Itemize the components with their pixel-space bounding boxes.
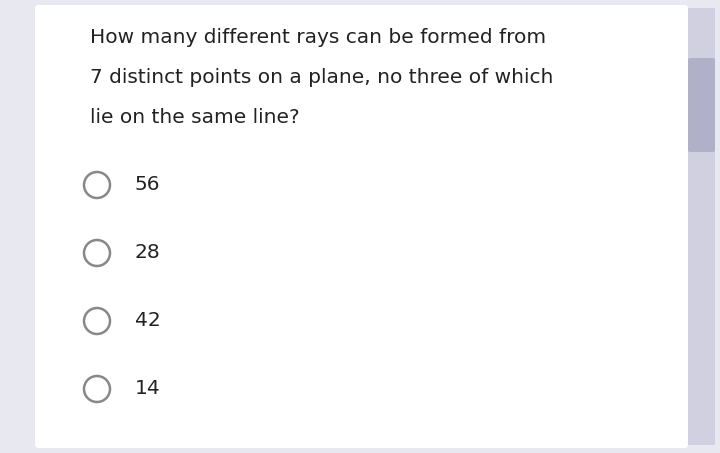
Text: 56: 56 [135, 175, 161, 194]
Text: How many different rays can be formed from: How many different rays can be formed fr… [90, 28, 546, 47]
Text: lie on the same line?: lie on the same line? [90, 108, 300, 127]
Text: 42: 42 [135, 312, 161, 331]
FancyBboxPatch shape [35, 5, 688, 448]
Bar [688, 8, 715, 445]
FancyBboxPatch shape [688, 58, 715, 152]
Text: 7 distinct points on a plane, no three of which: 7 distinct points on a plane, no three o… [90, 68, 554, 87]
Text: 28: 28 [135, 244, 161, 262]
Text: 14: 14 [135, 380, 161, 399]
